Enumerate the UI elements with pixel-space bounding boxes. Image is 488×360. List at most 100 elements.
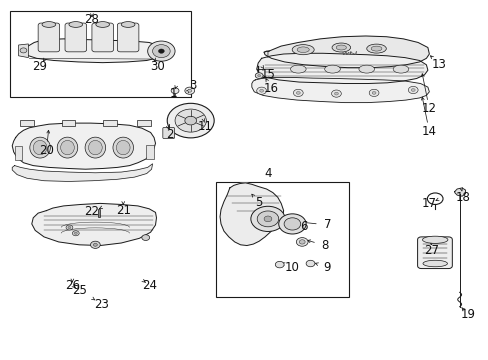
FancyBboxPatch shape — [163, 127, 174, 139]
Circle shape — [259, 89, 263, 92]
Ellipse shape — [290, 65, 305, 73]
Text: 3: 3 — [189, 79, 197, 92]
FancyBboxPatch shape — [92, 23, 113, 52]
Circle shape — [255, 73, 263, 78]
Text: 16: 16 — [264, 82, 278, 95]
Bar — [98, 209, 100, 217]
Text: 11: 11 — [198, 120, 212, 132]
Circle shape — [72, 231, 79, 236]
Circle shape — [187, 89, 191, 92]
Circle shape — [257, 211, 278, 227]
Ellipse shape — [297, 47, 308, 53]
Text: 10: 10 — [285, 261, 299, 274]
Ellipse shape — [291, 45, 313, 55]
Circle shape — [74, 232, 77, 234]
Text: 8: 8 — [321, 239, 328, 252]
Ellipse shape — [96, 22, 109, 27]
Circle shape — [371, 91, 375, 94]
Bar — [137, 120, 151, 126]
Circle shape — [90, 241, 100, 248]
Circle shape — [20, 48, 27, 53]
Text: 22: 22 — [84, 205, 99, 218]
Ellipse shape — [30, 137, 50, 158]
Ellipse shape — [422, 236, 447, 243]
Text: 20: 20 — [39, 144, 54, 157]
Polygon shape — [32, 203, 156, 246]
Bar — [10, 11, 190, 97]
Text: 17: 17 — [421, 197, 436, 210]
Circle shape — [147, 41, 175, 61]
Ellipse shape — [121, 22, 135, 27]
Circle shape — [407, 86, 417, 94]
Bar — [103, 120, 117, 126]
Circle shape — [305, 260, 314, 267]
Text: 30: 30 — [150, 60, 164, 73]
Ellipse shape — [116, 140, 130, 155]
Polygon shape — [251, 77, 428, 103]
Polygon shape — [454, 188, 465, 196]
Ellipse shape — [85, 137, 105, 158]
Text: 13: 13 — [431, 58, 446, 71]
Circle shape — [275, 261, 284, 268]
Ellipse shape — [370, 46, 381, 51]
Bar — [61, 120, 75, 126]
Text: 4: 4 — [264, 167, 271, 180]
Text: 9: 9 — [322, 261, 330, 274]
Ellipse shape — [113, 137, 133, 158]
Ellipse shape — [336, 45, 346, 50]
Ellipse shape — [88, 140, 102, 155]
Ellipse shape — [61, 140, 74, 155]
Circle shape — [278, 214, 305, 234]
Circle shape — [184, 116, 196, 125]
Circle shape — [284, 218, 300, 230]
Ellipse shape — [69, 22, 82, 27]
Ellipse shape — [422, 260, 447, 267]
Text: 24: 24 — [142, 279, 156, 292]
Circle shape — [331, 90, 341, 97]
Circle shape — [93, 243, 97, 246]
Text: 29: 29 — [33, 60, 47, 73]
FancyBboxPatch shape — [117, 23, 139, 52]
Circle shape — [296, 238, 307, 246]
Text: 28: 28 — [84, 13, 99, 26]
Text: 5: 5 — [255, 196, 263, 209]
Ellipse shape — [366, 44, 386, 53]
Circle shape — [256, 87, 266, 94]
Polygon shape — [264, 36, 428, 68]
FancyBboxPatch shape — [38, 23, 60, 52]
Circle shape — [152, 45, 170, 58]
Text: 6: 6 — [300, 220, 307, 233]
Circle shape — [250, 206, 285, 231]
Circle shape — [167, 103, 214, 138]
Text: 1: 1 — [169, 87, 177, 100]
Ellipse shape — [324, 65, 340, 73]
Ellipse shape — [392, 65, 408, 73]
Text: 12: 12 — [421, 102, 436, 115]
Circle shape — [334, 92, 338, 95]
Text: 18: 18 — [455, 191, 470, 204]
Circle shape — [66, 225, 73, 230]
Ellipse shape — [331, 43, 350, 52]
Text: vvt-i: vvt-i — [341, 51, 357, 56]
Circle shape — [68, 226, 71, 229]
Text: 21: 21 — [116, 204, 130, 217]
Circle shape — [257, 75, 260, 77]
Circle shape — [184, 87, 194, 94]
Polygon shape — [19, 44, 28, 58]
Circle shape — [171, 88, 179, 94]
Circle shape — [175, 109, 206, 132]
Polygon shape — [220, 183, 283, 246]
Bar — [216, 182, 348, 297]
Circle shape — [264, 216, 271, 222]
FancyBboxPatch shape — [417, 237, 451, 269]
Bar — [20, 120, 34, 126]
Text: 23: 23 — [94, 298, 109, 311]
Circle shape — [293, 89, 303, 96]
Circle shape — [368, 89, 378, 96]
Text: 19: 19 — [460, 309, 475, 321]
Bar — [15, 146, 22, 160]
Ellipse shape — [33, 140, 47, 155]
Text: 14: 14 — [421, 125, 436, 138]
Polygon shape — [12, 164, 152, 181]
Polygon shape — [12, 123, 155, 169]
